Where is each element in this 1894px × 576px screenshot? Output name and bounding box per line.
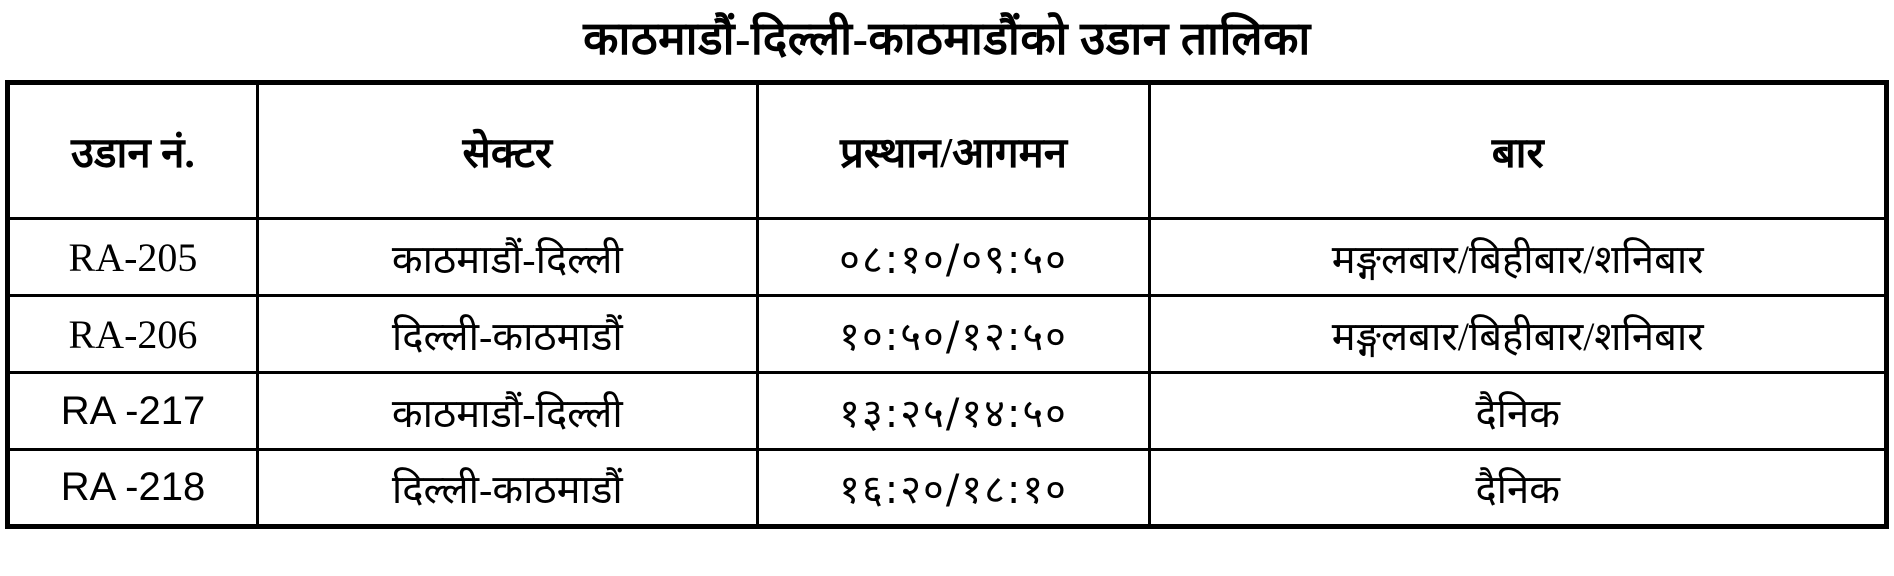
page-title: काठमाडौं-दिल्ली-काठमाडौंको उडान तालिका — [583, 13, 1311, 64]
header-days: बार — [1148, 81, 1888, 220]
cell-flight-no: RA-206 — [6, 294, 259, 374]
cell-sector: काठमाडौं-दिल्ली — [255, 371, 759, 451]
table-row: RA-206 दिल्ली-काठमाडौं १०:५०/१२:५० मङ्गल… — [6, 294, 1888, 374]
table-row: RA -218 दिल्ली-काठमाडौं १६:२०/१८:१० दैनि… — [6, 448, 1888, 528]
cell-departure-arrival: १६:२०/१८:१० — [755, 448, 1152, 528]
table-row: RA -217 काठमाडौं-दिल्ली १३:२५/१४:५० दैनि… — [6, 371, 1888, 451]
header-departure-arrival: प्रस्थान/आगमन — [755, 81, 1152, 220]
cell-days: दैनिक — [1148, 371, 1888, 451]
cell-days: मङ्गलबार/बिहीबार/शनिबार — [1148, 217, 1888, 297]
cell-sector: दिल्ली-काठमाडौं — [255, 294, 759, 374]
header-flight-no: उडान नं. — [6, 81, 259, 220]
table-row: RA-205 काठमाडौं-दिल्ली ०८:१०/०९:५० मङ्गल… — [6, 217, 1888, 297]
header-sector: सेक्टर — [255, 81, 759, 220]
cell-flight-no: RA-205 — [6, 217, 259, 297]
cell-days: दैनिक — [1148, 448, 1888, 528]
cell-departure-arrival: ०८:१०/०९:५० — [755, 217, 1152, 297]
cell-flight-no: RA -218 — [6, 448, 259, 528]
cell-days: मङ्गलबार/बिहीबार/शनिबार — [1148, 294, 1888, 374]
header-row: उडान नं. सेक्टर प्रस्थान/आगमन बार — [6, 81, 1888, 220]
cell-flight-no: RA -217 — [6, 371, 259, 451]
flight-schedule-table: उडान नं. सेक्टर प्रस्थान/आगमन बार RA-205… — [5, 80, 1889, 529]
cell-sector: दिल्ली-काठमाडौं — [255, 448, 759, 528]
cell-departure-arrival: १३:२५/१४:५० — [755, 371, 1152, 451]
cell-sector: काठमाडौं-दिल्ली — [255, 217, 759, 297]
cell-departure-arrival: १०:५०/१२:५० — [755, 294, 1152, 374]
